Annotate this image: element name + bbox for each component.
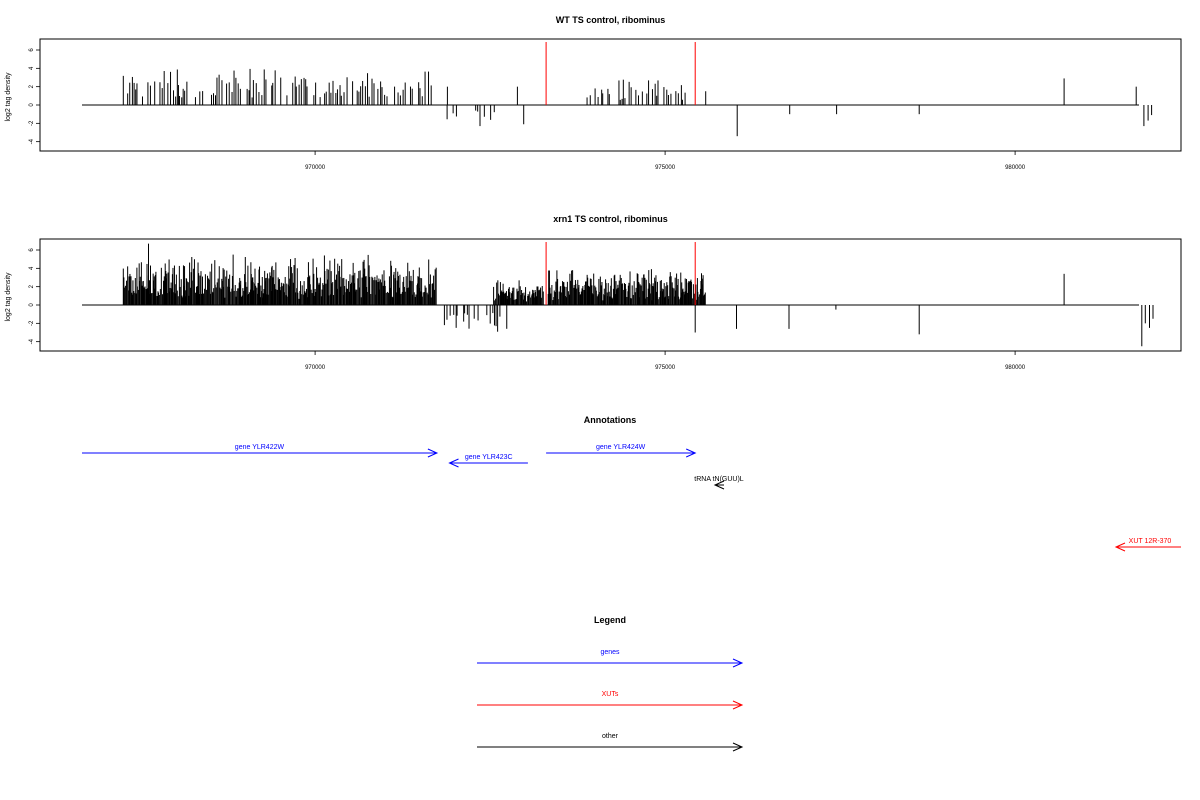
y-tick-label: 6	[29, 248, 35, 252]
legend-panel: Legend genes XUTs other	[477, 615, 744, 752]
legend-label: XUTs	[602, 691, 619, 698]
legend-label: genes	[600, 649, 620, 656]
legend-arrow-head	[732, 742, 744, 752]
annotation-arrow-head	[1114, 542, 1126, 552]
annotation-label: gene YLR422W	[235, 444, 285, 451]
x-tick-label: 975000	[655, 365, 676, 371]
y-tick-label: 6	[29, 48, 35, 52]
y-tick-label: 4	[29, 66, 35, 70]
plot-frame	[39, 38, 1182, 152]
y-tick-label: -4	[29, 338, 35, 344]
annotation-arrow-head	[685, 448, 697, 458]
x-tick-label: 980000	[1005, 365, 1026, 371]
annotation-arrow-head	[427, 448, 439, 458]
plot-frame	[39, 238, 1182, 352]
annotation-label: gene YLR424W	[596, 444, 646, 451]
chart-title: WT TS control, ribominus	[556, 15, 666, 25]
y-axis-label: log2 tag density	[5, 72, 12, 122]
y-tick-label: 4	[29, 266, 35, 270]
y-tick-label: 0	[29, 303, 35, 307]
y-tick-label: -2	[29, 320, 35, 326]
x-tick-label: 970000	[305, 165, 326, 171]
annotation-label: gene YLR423C	[465, 454, 513, 461]
legend-label: other	[602, 733, 619, 740]
legend-title: Legend	[594, 615, 626, 625]
x-tick-label: 980000	[1005, 165, 1026, 171]
annotation-label: XUT 12R-370	[1129, 538, 1172, 545]
wt-track-panel: WT TS control, ribominus log2 tag density…	[5, 15, 1182, 171]
chart-title: xrn1 TS control, ribominus	[553, 214, 668, 224]
y-axis-label: log2 tag density	[5, 272, 12, 322]
y-tick-label: 0	[29, 103, 35, 107]
annotation-label: tRNA tN(GUU)L	[694, 476, 744, 483]
annotation-arrow-head	[448, 458, 459, 468]
y-tick-label: -2	[29, 120, 35, 126]
annotations-title: Annotations	[584, 415, 637, 425]
xrn1-track-panel: xrn1 TS control, ribominus log2 tag densi…	[5, 214, 1182, 371]
y-tick-label: -4	[29, 138, 35, 144]
legend-arrow-head	[732, 700, 744, 710]
annotation-arrow-head	[713, 480, 725, 490]
annotations-panel: Annotations gene YLR422W gene YLR423C gene…	[82, 415, 1181, 552]
x-tick-label: 970000	[305, 365, 326, 371]
legend-arrow-head	[732, 658, 744, 668]
x-tick-label: 975000	[655, 165, 676, 171]
y-tick-label: 2	[29, 84, 35, 88]
y-tick-label: 2	[29, 284, 35, 288]
